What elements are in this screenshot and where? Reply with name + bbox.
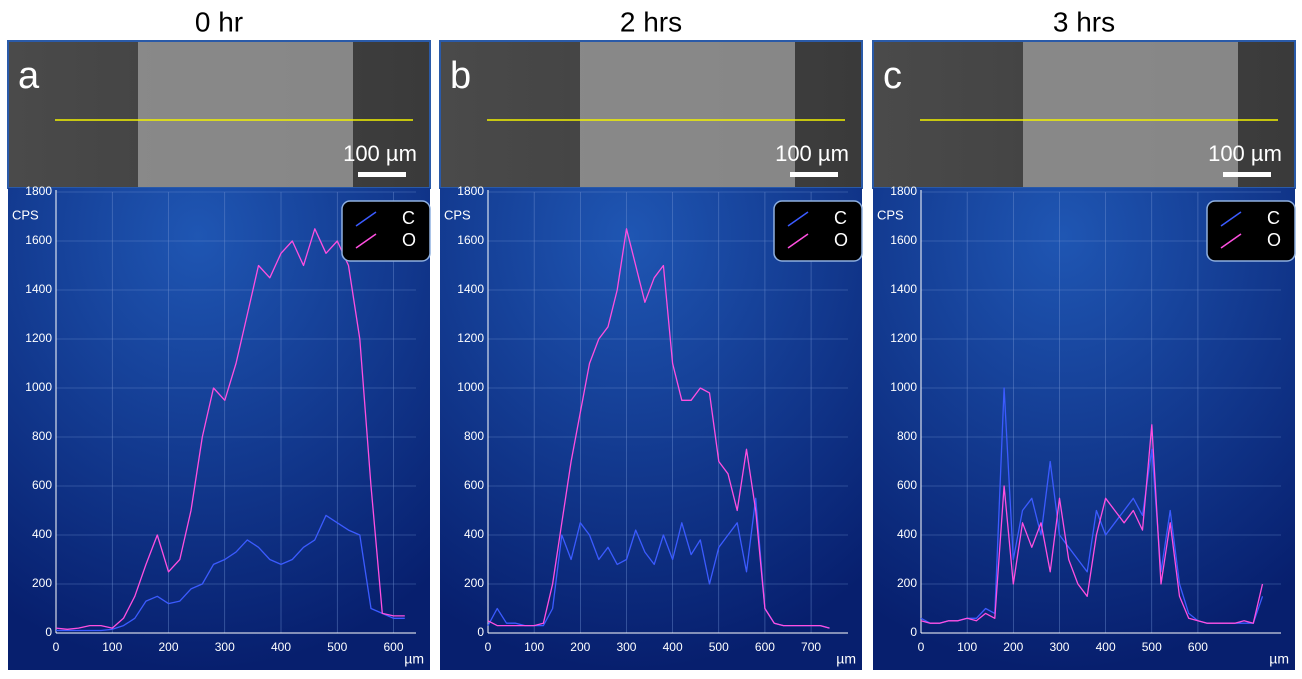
x-tick-label: 400 <box>271 640 291 654</box>
y-tick-label: 1400 <box>890 282 917 296</box>
x-tick-label: 300 <box>1049 640 1069 654</box>
legend-box <box>1207 201 1295 261</box>
y-tick-label: 200 <box>897 576 917 590</box>
y-tick-label: 1200 <box>890 331 917 345</box>
legend-label: O <box>834 230 848 250</box>
x-axis-label: µm <box>404 651 424 667</box>
x-tick-label: 400 <box>1096 640 1116 654</box>
y-axis-label: CPS <box>12 207 39 222</box>
y-tick-label: 200 <box>32 576 52 590</box>
y-tick-label: 400 <box>897 527 917 541</box>
x-tick-label: 200 <box>570 640 590 654</box>
scale-bar-label: 100 µm <box>775 141 849 166</box>
y-tick-label: 1000 <box>890 380 917 394</box>
x-tick-label: 500 <box>327 640 347 654</box>
y-tick-label: 800 <box>32 429 52 443</box>
x-tick-label: 500 <box>1142 640 1162 654</box>
legend-label: C <box>834 208 847 228</box>
y-tick-label: 600 <box>464 478 484 492</box>
y-tick-label: 1200 <box>25 331 52 345</box>
x-tick-label: 600 <box>1188 640 1208 654</box>
x-tick-label: 100 <box>524 640 544 654</box>
legend-label: O <box>1267 230 1281 250</box>
y-tick-label: 1200 <box>457 331 484 345</box>
scale-bar <box>790 172 838 177</box>
x-tick-label: 100 <box>102 640 122 654</box>
x-tick-label: 200 <box>158 640 178 654</box>
scale-bar-label: 100 µm <box>343 141 417 166</box>
figure: 0 hra100 µm02004006008001000120014001600… <box>0 0 1302 674</box>
x-tick-label: 0 <box>53 640 60 654</box>
y-tick-label: 600 <box>897 478 917 492</box>
sem-fiber <box>1023 42 1238 187</box>
x-tick-label: 600 <box>383 640 403 654</box>
x-tick-label: 0 <box>918 640 925 654</box>
y-tick-label: 1000 <box>457 380 484 394</box>
sem-fiber <box>580 42 795 187</box>
x-tick-label: 600 <box>755 640 775 654</box>
x-tick-label: 300 <box>616 640 636 654</box>
x-tick-label: 300 <box>215 640 235 654</box>
x-tick-label: 400 <box>663 640 683 654</box>
panel-label: a <box>18 55 40 97</box>
y-tick-label: 600 <box>32 478 52 492</box>
y-tick-label: 1800 <box>25 184 52 198</box>
y-tick-label: 400 <box>464 527 484 541</box>
y-tick-label: 1600 <box>25 233 52 247</box>
x-axis-label: µm <box>1269 651 1289 667</box>
y-tick-label: 1800 <box>457 184 484 198</box>
panel-title: 0 hr <box>195 6 243 37</box>
legend-label: O <box>402 230 416 250</box>
x-tick-label: 500 <box>709 640 729 654</box>
scale-bar-label: 100 µm <box>1208 141 1282 166</box>
x-tick-label: 200 <box>1003 640 1023 654</box>
y-axis-label: CPS <box>444 207 471 222</box>
panel-title: 3 hrs <box>1053 6 1115 37</box>
scale-bar <box>1223 172 1271 177</box>
y-tick-label: 800 <box>464 429 484 443</box>
sem-fiber <box>138 42 353 187</box>
x-axis-label: µm <box>836 651 856 667</box>
y-tick-label: 1600 <box>890 233 917 247</box>
y-axis-label: CPS <box>877 207 904 222</box>
y-tick-label: 0 <box>45 625 52 639</box>
panel-label: b <box>450 55 471 97</box>
y-tick-label: 0 <box>477 625 484 639</box>
y-tick-label: 800 <box>897 429 917 443</box>
y-tick-label: 1000 <box>25 380 52 394</box>
scale-bar <box>358 172 406 177</box>
y-tick-label: 1800 <box>890 184 917 198</box>
legend-label: C <box>1267 208 1280 228</box>
y-tick-label: 1600 <box>457 233 484 247</box>
legend-box <box>774 201 862 261</box>
y-tick-label: 400 <box>32 527 52 541</box>
legend-box <box>342 201 430 261</box>
y-tick-label: 1400 <box>25 282 52 296</box>
x-tick-label: 0 <box>485 640 492 654</box>
legend-label: C <box>402 208 415 228</box>
y-tick-label: 0 <box>910 625 917 639</box>
panel-label: c <box>883 55 902 97</box>
x-tick-label: 100 <box>957 640 977 654</box>
panel-title: 2 hrs <box>620 6 682 37</box>
y-tick-label: 200 <box>464 576 484 590</box>
y-tick-label: 1400 <box>457 282 484 296</box>
x-tick-label: 700 <box>801 640 821 654</box>
